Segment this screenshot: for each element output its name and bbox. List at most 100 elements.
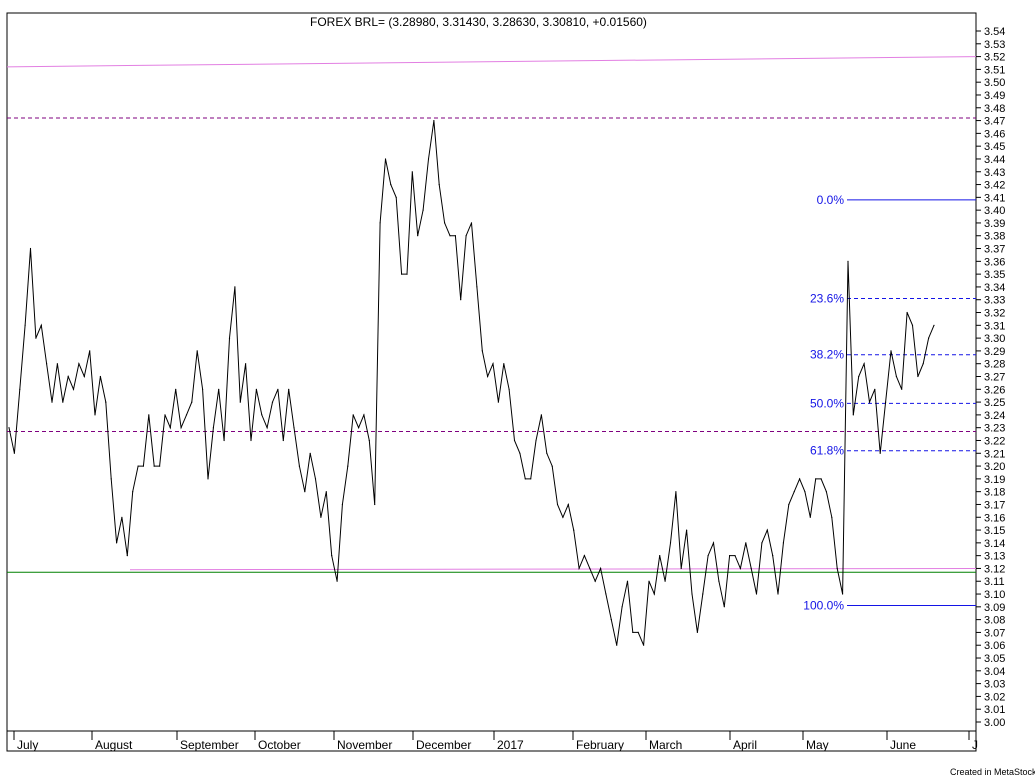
data-point [331, 555, 333, 557]
data-point [497, 401, 499, 403]
data-point [659, 555, 661, 557]
data-point [314, 478, 317, 480]
data-point [895, 375, 898, 378]
data-point [159, 465, 161, 467]
data-point [626, 580, 629, 582]
y-tick-label: 3.11 [984, 576, 1005, 588]
y-tick-label: 3.54 [984, 26, 1005, 38]
data-point [831, 516, 833, 518]
data-point [928, 337, 930, 339]
data-point [793, 491, 795, 493]
data-point [185, 414, 188, 416]
y-tick-label: 3.53 [984, 39, 1005, 51]
data-point [772, 555, 774, 557]
data-point [406, 273, 408, 275]
y-tick-label: 3.21 [984, 448, 1005, 460]
data-point [132, 491, 134, 493]
data-point [433, 120, 435, 122]
data-point [573, 529, 575, 531]
data-point [470, 222, 473, 224]
data-point [874, 388, 876, 390]
y-tick-label: 3.14 [984, 538, 1005, 550]
data-point [374, 503, 376, 506]
data-point [56, 363, 59, 365]
y-axis: 3.003.013.023.033.043.053.063.073.083.09… [976, 26, 1005, 729]
data-point [8, 427, 10, 429]
x-tick-label: April [733, 738, 757, 752]
data-point [890, 350, 892, 352]
data-point [266, 427, 268, 429]
data-point [180, 427, 182, 429]
y-tick-label: 3.52 [984, 52, 1005, 64]
data-point [277, 388, 279, 390]
data-point [761, 542, 763, 544]
data-point [669, 542, 672, 544]
data-point [815, 478, 817, 480]
y-tick-label: 3.08 [984, 615, 1005, 627]
data-point [255, 388, 257, 390]
data-point [395, 196, 397, 198]
data-point [191, 401, 193, 403]
data-point [51, 401, 53, 403]
data-point [901, 388, 903, 390]
fib-level-label: 23.6% [810, 291, 844, 305]
data-point [417, 235, 419, 237]
data-point [72, 388, 75, 390]
y-tick-label: 3.43 [984, 167, 1005, 179]
data-point [777, 593, 779, 595]
data-point [83, 375, 85, 378]
y-tick-label: 3.23 [984, 423, 1005, 435]
data-point [842, 593, 844, 595]
data-point [863, 363, 865, 365]
data-point [600, 567, 602, 570]
data-point [24, 324, 26, 326]
x-tick-label: February [576, 738, 624, 752]
y-tick-label: 3.20 [984, 461, 1005, 473]
data-point [858, 375, 860, 378]
data-point [454, 235, 456, 237]
data-point [755, 593, 758, 595]
data-point [465, 235, 467, 237]
data-point [105, 401, 107, 403]
trend-line [6, 56, 977, 68]
data-point [578, 567, 580, 570]
data-point [675, 491, 677, 493]
y-tick-label: 3.26 [984, 384, 1005, 396]
data-point [723, 606, 725, 608]
data-point [46, 363, 48, 365]
data-point [653, 593, 655, 595]
data-point [325, 491, 327, 493]
data-point [438, 184, 440, 186]
y-tick-label: 3.01 [984, 704, 1005, 716]
y-tick-label: 3.46 [984, 128, 1005, 140]
data-point [567, 503, 569, 506]
data-point [847, 260, 849, 262]
chart-title: FOREX BRL= (3.28980, 3.31430, 3.28630, 3… [310, 15, 647, 29]
data-point [885, 401, 887, 403]
data-point [594, 580, 596, 582]
y-tick-label: 3.28 [984, 359, 1005, 371]
x-tick-label: August [95, 738, 133, 752]
data-point [40, 324, 42, 326]
data-point [712, 542, 715, 544]
y-tick-label: 3.40 [984, 205, 1005, 217]
fib-level-label: 0.0% [817, 193, 845, 207]
data-point [196, 350, 198, 352]
fibonacci-levels: 0.0% 23.6% 38.2% 50.0% 61.8% 100.0% [803, 193, 976, 613]
data-point [218, 388, 220, 390]
data-point [320, 516, 322, 518]
data-point [245, 363, 247, 365]
y-tick-label: 3.42 [984, 180, 1005, 192]
y-tick-label: 3.05 [984, 653, 1005, 665]
data-point [933, 324, 935, 326]
y-tick-label: 3.18 [984, 487, 1005, 499]
x-tick-label: 2017 [497, 738, 524, 752]
data-point [304, 491, 306, 493]
data-point [390, 184, 392, 186]
data-point [809, 516, 811, 518]
data-point [540, 414, 543, 416]
data-point [922, 363, 924, 365]
data-point [89, 350, 91, 352]
y-tick-label: 3.45 [984, 141, 1005, 153]
data-point [691, 593, 693, 595]
